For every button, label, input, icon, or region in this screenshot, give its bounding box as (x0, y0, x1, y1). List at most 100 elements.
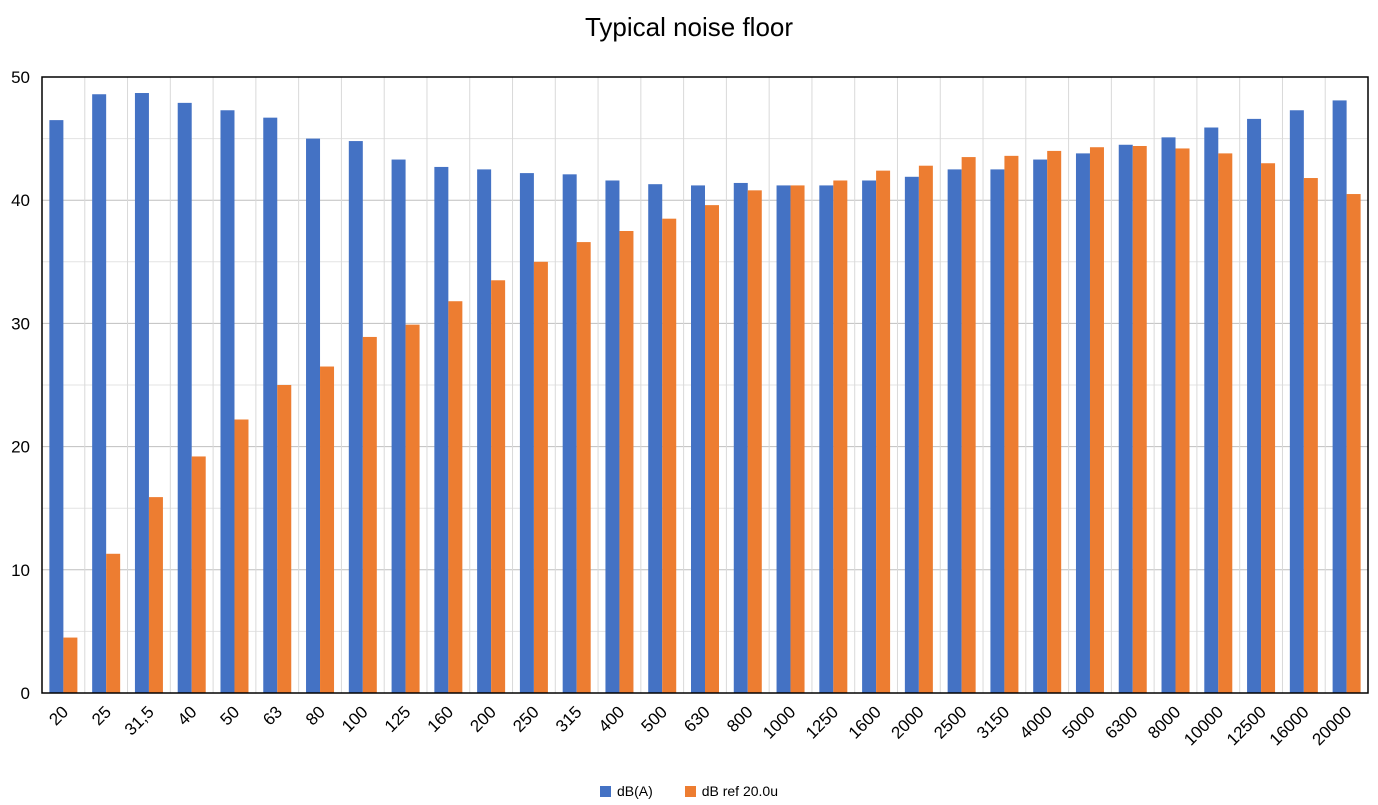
x-tick-label: 4000 (1016, 702, 1056, 742)
x-tick-label: 63 (259, 702, 286, 729)
x-tick-label: 80 (302, 702, 329, 729)
bar-db-ref (1218, 153, 1233, 693)
bar-db-ref (63, 637, 78, 693)
bar-db-ref (1132, 145, 1147, 693)
bar-db-ref (1175, 148, 1190, 693)
bar-dba (691, 185, 705, 693)
bar-chart: 0 10 20 30 40 50 20 25 31,5 40 50 63 80 100 125 160 200… (11, 68, 1369, 749)
bar-dba (134, 93, 149, 694)
bar-db-ref (1004, 155, 1019, 693)
bar-dba (348, 141, 363, 694)
bar-dba (1332, 100, 1347, 693)
bar-dba (605, 180, 620, 693)
bar-db-ref (491, 280, 506, 693)
x-tick-label: 500 (638, 702, 671, 735)
x-tick-label: 315 (552, 702, 585, 735)
bar-db-ref (320, 366, 335, 693)
y-tick-label: 0 (21, 684, 30, 703)
bar-db-ref (405, 324, 420, 693)
bar-dba (947, 169, 962, 693)
legend-item-db-ref: dB ref 20.0u (684, 783, 778, 799)
legend-swatch-orange (684, 785, 696, 797)
x-tick-label: 5000 (1059, 702, 1099, 742)
bar-db-ref (876, 170, 891, 693)
x-tick-label: 2000 (888, 702, 928, 742)
bar-db-ref (234, 419, 249, 693)
bar-dba (776, 185, 791, 693)
y-tick-label: 20 (11, 438, 30, 457)
bar-db-ref (576, 242, 591, 693)
x-tick-label: 400 (595, 702, 628, 735)
y-tick-label: 40 (11, 191, 30, 210)
bar-dba (1118, 144, 1133, 693)
chart-title: Typical noise floor (584, 12, 794, 42)
x-tick-label: 12500 (1223, 702, 1270, 749)
bar-db-ref (1261, 163, 1276, 694)
bar-db-ref (533, 261, 548, 693)
x-tick-label: 3150 (973, 702, 1013, 742)
y-tick-label: 50 (11, 68, 30, 87)
x-tick-label: 2500 (930, 702, 970, 742)
x-tick-label: 250 (509, 702, 542, 735)
bar-db-ref (191, 456, 206, 693)
bar-dba (1075, 153, 1090, 693)
legend-label-db-ref: dB ref 20.0u (701, 783, 778, 799)
bar-db-ref (961, 157, 976, 693)
y-tick-label: 30 (11, 314, 30, 333)
bar-dba (733, 182, 748, 693)
x-axis-ticks: 20 25 31,5 40 50 63 80 100 125 160 200 250 315 400 500… (45, 702, 1355, 749)
bar-db-ref (1047, 150, 1062, 694)
legend-label-dba: dB(A) (617, 783, 653, 799)
bar-dba (220, 110, 235, 694)
bar-dba (819, 185, 834, 693)
x-tick-label: 10000 (1180, 702, 1227, 749)
bar-db-ref (918, 165, 933, 694)
bar-dba (263, 117, 278, 693)
x-tick-label: 1600 (845, 702, 885, 742)
x-tick-label: 40 (174, 702, 201, 729)
bar-db-ref (106, 553, 121, 693)
bar-db-ref (448, 301, 463, 693)
plot-area-border (41, 76, 1369, 694)
bar-db-ref (1089, 147, 1104, 693)
bar-dba (519, 173, 534, 693)
x-tick-label: 630 (680, 702, 713, 735)
x-tick-label: 16000 (1266, 702, 1313, 749)
x-tick-label: 31,5 (121, 702, 158, 739)
bar-dba (177, 102, 192, 693)
bar-dba (1289, 110, 1304, 694)
bar-dba (904, 176, 919, 694)
x-tick-label: 1000 (759, 702, 799, 742)
x-tick-label: 20000 (1309, 702, 1356, 749)
bar-dba (49, 120, 64, 694)
bar-dba (648, 184, 663, 693)
bar-db-ref (790, 185, 805, 693)
bar-db-ref (148, 497, 163, 693)
x-tick-label: 20 (45, 702, 72, 729)
bar-dba (990, 169, 1005, 693)
x-tick-label: 8000 (1144, 702, 1184, 742)
bar-db-ref (705, 205, 719, 694)
y-axis-ticks: 0 10 20 30 40 50 (11, 68, 30, 703)
bar-db-ref (833, 180, 848, 693)
bar-dba (434, 166, 449, 693)
bar-db-ref (662, 218, 677, 693)
bar-dba (862, 180, 877, 693)
x-tick-label: 1250 (802, 702, 842, 742)
bar-dba (1247, 118, 1262, 693)
x-tick-label: 200 (466, 702, 499, 735)
bar-dba (306, 138, 321, 694)
bar-db-ref (362, 336, 377, 693)
x-tick-label: 160 (424, 702, 457, 735)
bar-dba (1161, 137, 1176, 694)
bars (49, 93, 1361, 694)
bar-dba (92, 94, 107, 694)
bar-dba (391, 159, 406, 693)
legend-swatch-blue (600, 785, 612, 797)
bar-dba (1033, 159, 1048, 693)
bar-db-ref (747, 190, 762, 693)
x-tick-label: 100 (338, 702, 371, 735)
x-tick-label: 800 (723, 702, 756, 735)
x-tick-label: 125 (381, 702, 414, 735)
x-tick-label: 25 (88, 702, 115, 729)
